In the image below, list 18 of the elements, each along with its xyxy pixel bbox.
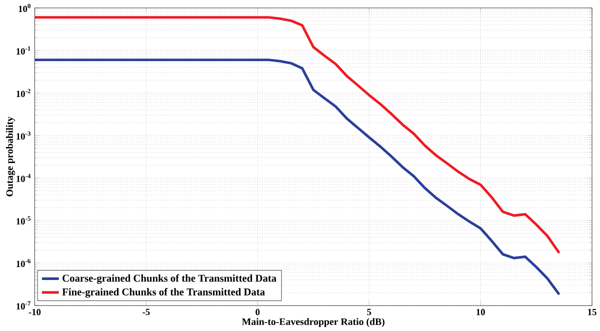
y-tick-label: 10$^{-7}$ (16, 301, 31, 310)
legend-label: Fine-grained Chunks of the Transmitted Data (62, 288, 265, 298)
y-tick-label: 10$^{0}$ (18, 4, 30, 12)
legend-label: Coarse-grained Chunks of the Transmitted Data (62, 274, 276, 284)
y-tick-label: 10$^{-1}$ (16, 46, 30, 54)
x-tick-label: 10 (476, 308, 485, 316)
x-tick-label: 15 (588, 308, 596, 316)
x-tick-label: -5 (142, 308, 150, 316)
x-tick-label: -10 (28, 308, 41, 316)
x-tick-label: 5 (367, 308, 372, 316)
x-axis-title: Main-to-Eavesdropper Ratio (dB) (242, 318, 384, 327)
y-tick-label: 10$^{-3}$ (16, 131, 31, 140)
y-tick-label: 10$^{-4}$ (16, 174, 31, 182)
y-tick-label: 10$^{-2}$ (16, 88, 30, 97)
x-tick-label: 0 (256, 308, 260, 316)
y-axis-title: Outage probability (6, 116, 16, 196)
y-tick-label: 10$^{-5}$ (16, 216, 30, 224)
y-tick-label: 10$^{-6}$ (16, 258, 31, 267)
